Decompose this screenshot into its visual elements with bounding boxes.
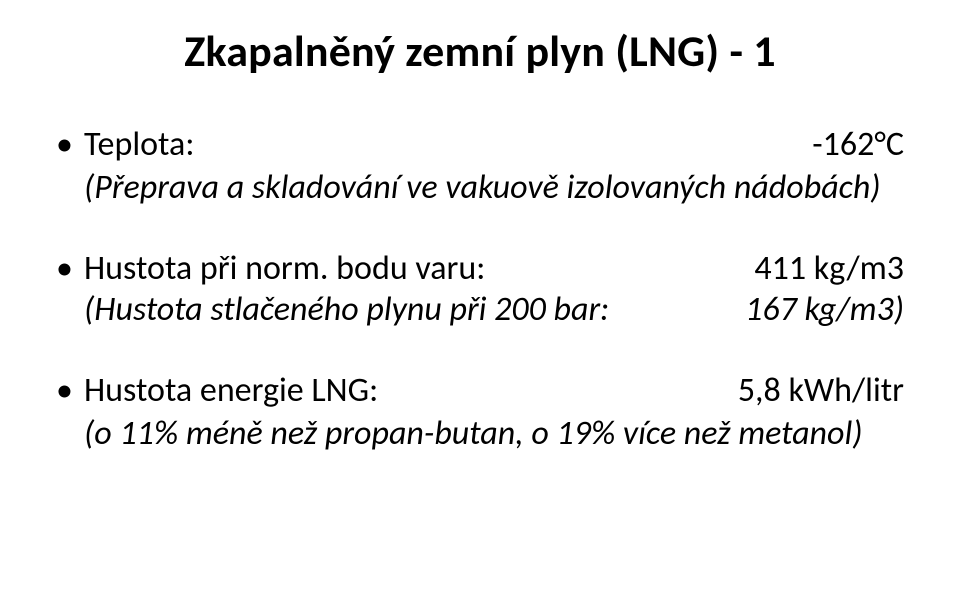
item2-sub-label: (Hustota stlačeného plynu při 200 bar: [84,289,609,330]
item2-sub-value: 167 kg/m3) [745,289,904,330]
item1-subline: (Přeprava a skladování ve vakuově izolov… [84,167,904,208]
bullet-group-3: • Hustota energie LNG: 5,8 kWh/litr (o 1… [56,370,904,454]
bullet-dot-icon: • [56,128,84,162]
bullet-row: • Hustota energie LNG: 5,8 kWh/litr (o 1… [56,370,904,454]
item2-value: 411 kg/m3 [754,248,904,289]
bullet-group-2: • Hustota při norm. bodu varu: 411 kg/m3… [56,248,904,330]
bullet-row: • Hustota při norm. bodu varu: 411 kg/m3… [56,248,904,330]
slide-title: Zkapalněný zemní plyn (LNG) - 1 [56,24,904,78]
bullet-content: Teplota: -162°C (Přeprava a skladování v… [84,124,904,208]
bullet-row: • Teplota: -162°C (Přeprava a skladování… [56,124,904,208]
item1-value: -162°C [812,124,904,165]
slide: Zkapalněný zemní plyn (LNG) - 1 • Teplot… [0,0,960,596]
item2-label: Hustota při norm. bodu varu: [84,248,485,289]
item3-subline: (o 11% méně než propan-butan, o 19% více… [84,413,904,454]
bullet-dot-icon: • [56,252,84,286]
bullet-dot-icon: • [56,374,84,408]
item3-label: Hustota energie LNG: [84,370,378,411]
item1-label: Teplota: [84,124,194,165]
bullet-group-1: • Teplota: -162°C (Přeprava a skladování… [56,124,904,208]
bullet-content: Hustota energie LNG: 5,8 kWh/litr (o 11%… [84,370,904,454]
item3-value: 5,8 kWh/litr [738,370,904,411]
bullet-content: Hustota při norm. bodu varu: 411 kg/m3 (… [84,248,904,330]
